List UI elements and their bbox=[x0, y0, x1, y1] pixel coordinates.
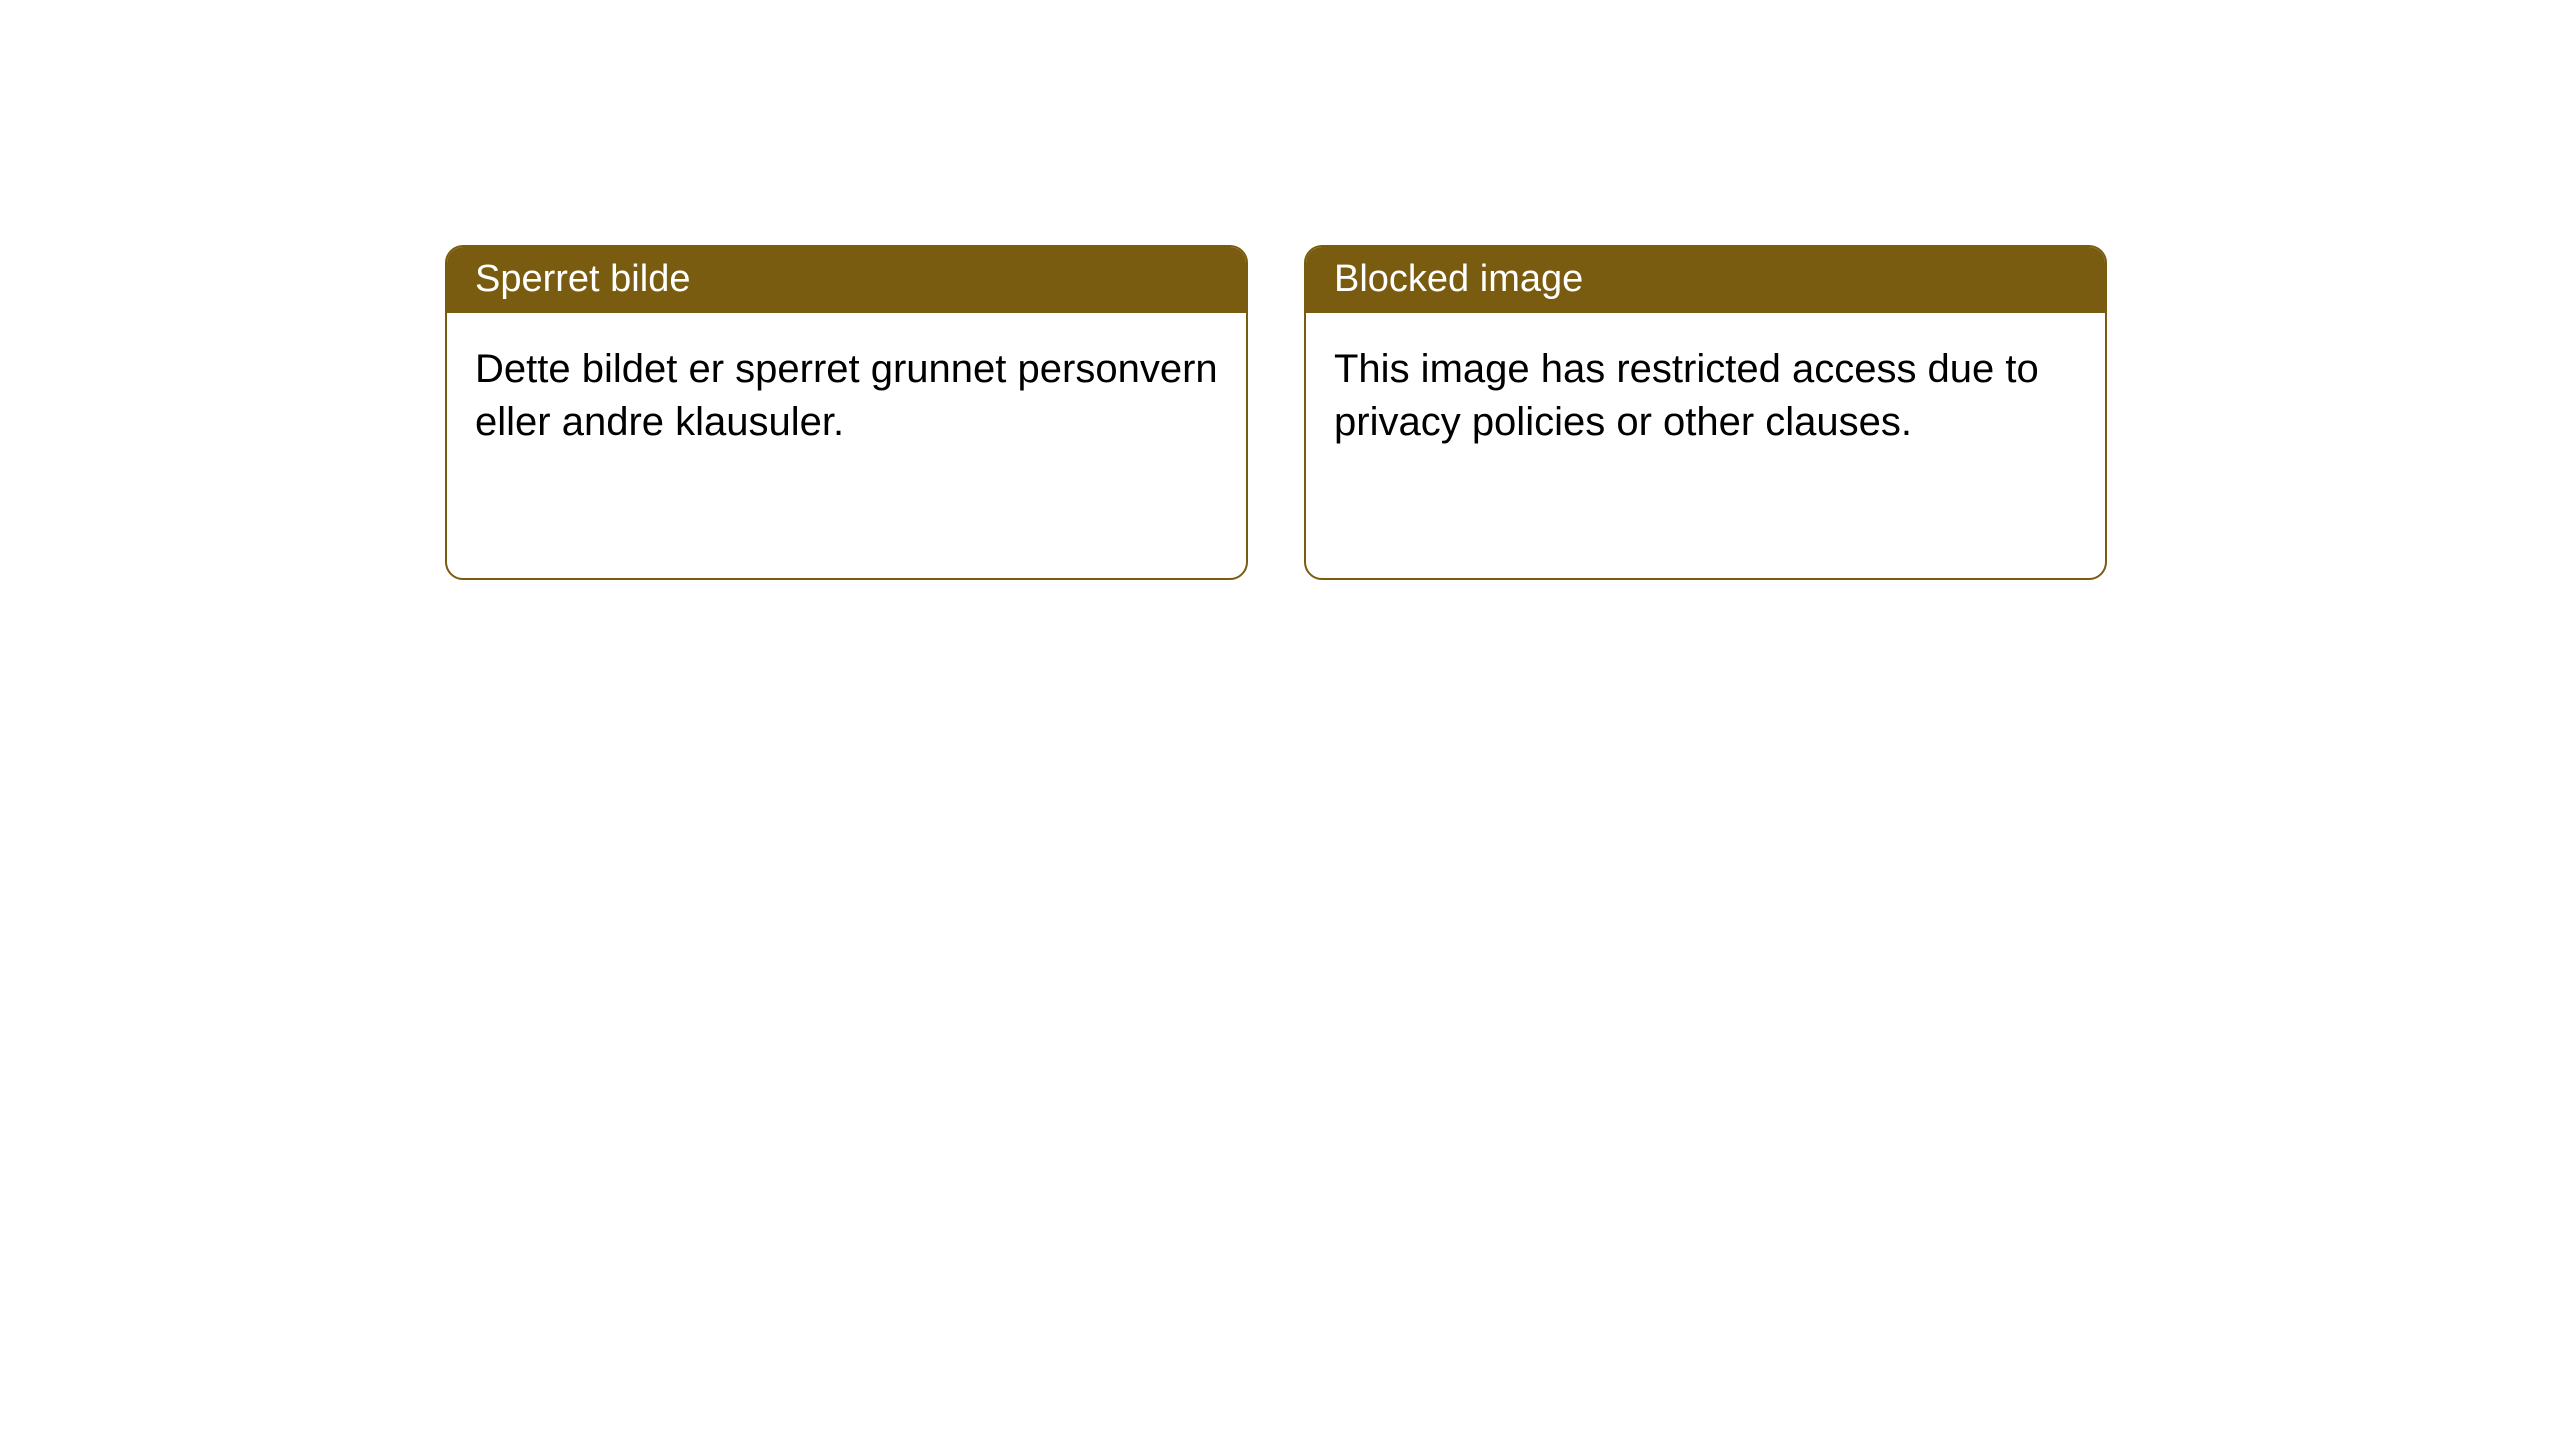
notice-card-norwegian: Sperret bilde Dette bildet er sperret gr… bbox=[445, 245, 1248, 580]
notice-body: Dette bildet er sperret grunnet personve… bbox=[447, 313, 1246, 479]
notice-card-english: Blocked image This image has restricted … bbox=[1304, 245, 2107, 580]
notice-body: This image has restricted access due to … bbox=[1306, 313, 2105, 479]
notice-title: Blocked image bbox=[1306, 247, 2105, 313]
notice-title: Sperret bilde bbox=[447, 247, 1246, 313]
notices-container: Sperret bilde Dette bildet er sperret gr… bbox=[0, 0, 2560, 580]
